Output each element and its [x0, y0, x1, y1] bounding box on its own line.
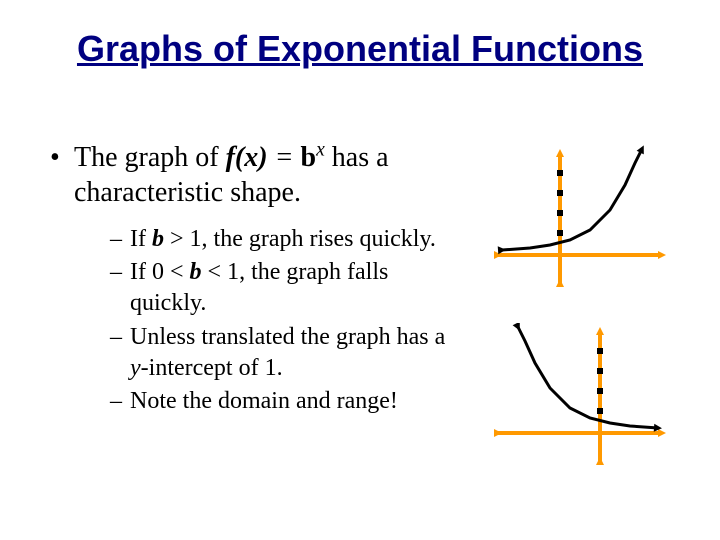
sub-bullet-4: Note the domain and range!	[110, 386, 460, 417]
sub-bullet-1: If b > 1, the graph rises quickly.	[110, 224, 460, 255]
sub-bullet-3: Unless translated the graph has a y-inte…	[110, 322, 460, 384]
eq-sign: =	[275, 142, 301, 173]
sub-bullets: If b > 1, the graph rises quickly. If 0 …	[50, 224, 460, 417]
main-bullet: The graph of f(x) = bx has a characteris…	[50, 140, 460, 210]
growth-graph	[490, 145, 670, 305]
sb4-text: Note the domain and range!	[130, 388, 398, 414]
sb3-post: -intercept of 1.	[141, 355, 283, 381]
sb1-pre: If	[130, 226, 152, 252]
sb3-y: y	[130, 355, 141, 381]
sb3-pre: Unless translated the graph has a	[130, 324, 445, 350]
base-b: b	[301, 142, 317, 173]
decay-graph	[490, 323, 670, 483]
sub-bullet-2: If 0 < b < 1, the graph falls quickly.	[110, 257, 460, 319]
content-area: The graph of f(x) = bx has a characteris…	[50, 140, 460, 419]
main-bullet-prefix: The graph of	[74, 142, 226, 173]
func-fx: f(x)	[226, 142, 268, 173]
sb2-pre: If 0 <	[130, 259, 190, 285]
sb1-cond: > 1, the graph rises quickly.	[164, 226, 436, 252]
exp-x: x	[316, 140, 325, 161]
page-title: Graphs of Exponential Functions	[0, 0, 720, 70]
sb1-b: b	[152, 226, 164, 252]
growth-graph-svg	[490, 145, 670, 305]
decay-graph-svg	[490, 323, 670, 483]
sb2-b: b	[190, 259, 202, 285]
graph-area	[490, 145, 670, 501]
